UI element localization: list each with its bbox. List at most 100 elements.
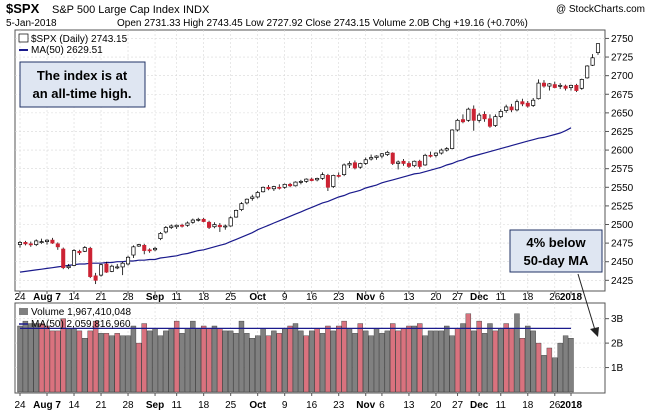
volume-bar-down <box>87 330 93 393</box>
candle <box>439 148 444 155</box>
x-tick-label-bottom: 6 <box>379 400 385 411</box>
volume-bar-down <box>136 342 142 393</box>
x-tick-label-bottom: 21 <box>95 400 107 411</box>
candle <box>390 152 395 165</box>
volume-callout-line-2: 50-day MA <box>523 253 589 268</box>
x-tick-label-top: 18 <box>198 292 210 303</box>
x-tick-label-bottom: 24 <box>14 400 26 411</box>
candle <box>493 114 498 128</box>
candle <box>239 202 244 212</box>
volume-bar-up <box>157 335 164 393</box>
volume-bar-up <box>298 330 304 393</box>
candle-body-up <box>568 84 574 88</box>
candle <box>304 178 309 183</box>
volume-bar-up <box>119 335 126 393</box>
candle <box>482 111 487 122</box>
candle <box>120 261 125 276</box>
candle <box>471 105 476 131</box>
volume-tick-label: 2B <box>611 339 624 350</box>
candle-body-up <box>358 163 363 168</box>
candle-body-up <box>126 256 131 265</box>
volume-bar-down <box>503 323 509 393</box>
volume-bar-up <box>525 325 531 393</box>
candle-body-up <box>514 101 519 111</box>
volume-bar-up <box>271 330 277 393</box>
price-tick-label: 2750 <box>611 34 634 45</box>
candle <box>271 185 276 192</box>
volume-bar-up <box>184 328 191 393</box>
x-tick-label-bottom: 18 <box>522 400 534 411</box>
candle-body-up <box>255 192 260 198</box>
candle-body-down <box>325 175 330 188</box>
x-tick-label-top: 14 <box>68 292 80 303</box>
candle-body-up <box>412 160 417 167</box>
volume-bar-up <box>33 323 39 393</box>
volume-bar-up <box>557 342 563 393</box>
volume-bar-down <box>44 325 50 393</box>
price-legend-label: $SPX (Daily) 2743.15 <box>31 34 128 45</box>
x-tick-label-top: 26 <box>549 292 561 303</box>
candle-body-down <box>428 154 433 157</box>
volume-bar-up <box>481 333 488 393</box>
ohlc-summary: Open 2731.33 High 2743.45 Low 2727.92 Cl… <box>117 18 528 29</box>
candle <box>66 263 71 270</box>
volume-bar-up <box>427 330 434 393</box>
candle <box>169 224 174 229</box>
candle-body-down <box>482 114 487 120</box>
candle <box>385 150 390 157</box>
volume-bar-down <box>454 328 461 393</box>
candle <box>585 65 590 79</box>
candles <box>17 43 601 285</box>
volume-bar-up <box>330 330 336 393</box>
candle <box>163 225 168 234</box>
price-tick-label: 2425 <box>611 276 634 287</box>
x-tick-label-bottom: 14 <box>68 400 80 411</box>
x-tick-label-bottom: 25 <box>225 400 237 411</box>
candle-body-down <box>288 183 293 187</box>
volume-bar-down <box>357 323 364 393</box>
price-tick-label: 2625 <box>611 127 634 138</box>
candle-body-up <box>374 155 379 158</box>
candle <box>82 246 87 253</box>
candle-body-up <box>109 265 114 272</box>
volume-bar-up <box>179 333 185 393</box>
volume-bar-down <box>476 320 482 393</box>
volume-bar-up <box>249 338 255 393</box>
candle <box>563 84 568 91</box>
volume-bar-down <box>38 323 45 393</box>
volume-bar-up <box>568 338 574 393</box>
x-tick-label-bottom: Sep <box>146 400 164 411</box>
candle <box>579 78 584 90</box>
volume-bar-up <box>28 323 34 393</box>
candle <box>196 217 201 222</box>
candle-body-down <box>61 248 66 269</box>
candle-body-up <box>342 164 347 175</box>
candle <box>142 243 147 255</box>
x-tick-label-bottom: 16 <box>306 400 318 411</box>
volume-bar-down <box>55 330 61 393</box>
volume-axis: 1B 2B 3B <box>605 314 624 374</box>
candle-body-up <box>239 203 244 210</box>
candle <box>93 272 98 285</box>
candle-body-down <box>93 275 98 281</box>
candle <box>455 118 460 132</box>
candle-body-up <box>450 129 455 149</box>
volume-bar-up <box>411 325 418 393</box>
price-tick-label: 2600 <box>611 146 634 157</box>
candle-body-up <box>120 262 125 268</box>
price-tick-label: 2575 <box>611 164 634 175</box>
candle-body-up <box>439 149 444 154</box>
candle-body-down <box>201 218 206 222</box>
candle <box>342 163 347 177</box>
volume-bar-down <box>535 342 542 393</box>
candle-body-up <box>504 106 509 111</box>
volume-bar-up <box>346 328 353 393</box>
volume-bar-up <box>227 330 234 393</box>
x-tick-label-bottom: 28 <box>122 400 134 411</box>
candle <box>174 224 179 229</box>
candle-body-up <box>271 186 276 190</box>
candle <box>568 84 574 91</box>
candle <box>99 263 104 277</box>
candle <box>61 247 66 270</box>
